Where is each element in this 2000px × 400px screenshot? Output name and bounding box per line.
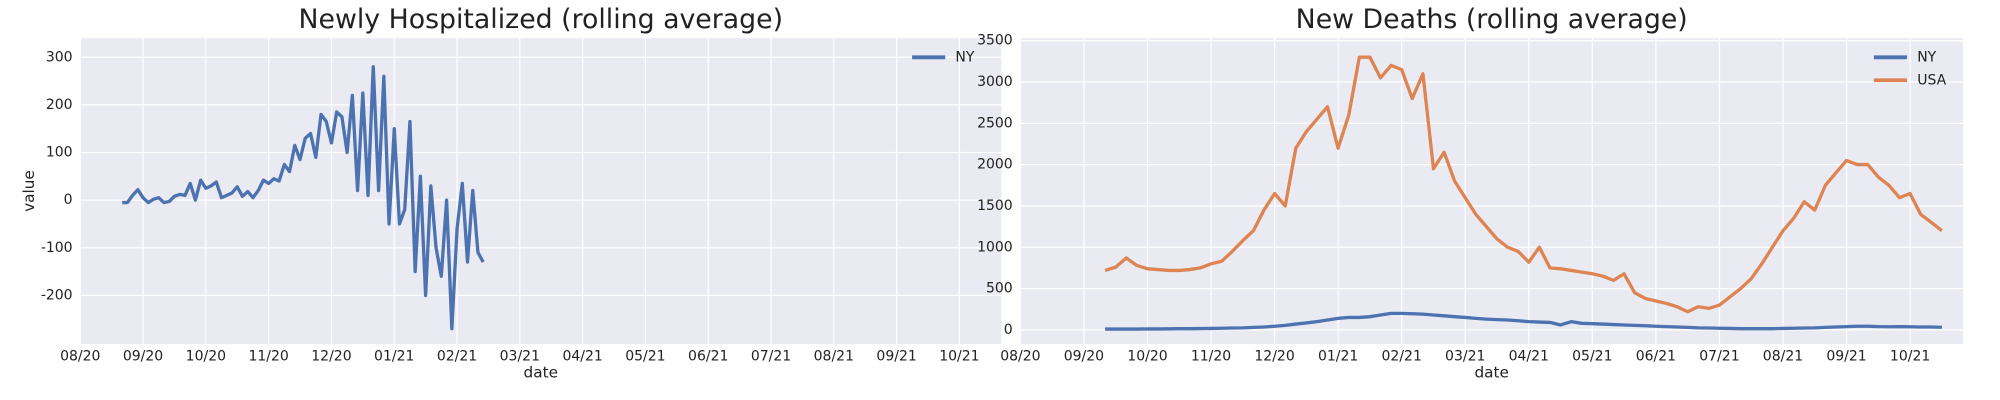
line-series <box>1104 55 1943 314</box>
x-tick-label: 03/21 <box>500 349 540 365</box>
y-tick-label: 3500 <box>977 33 1013 49</box>
x-tick-label: 01/21 <box>1318 349 1358 365</box>
x-tick-label: 09/21 <box>876 349 916 365</box>
x-tick-label: 09/20 <box>123 349 163 365</box>
x-tick-label: 06/21 <box>688 349 728 365</box>
x-axis-label: date <box>524 364 558 382</box>
x-tick-label: 08/21 <box>1763 349 1803 365</box>
x-tick-label: 08/21 <box>814 349 854 365</box>
x-tick-label: 03/21 <box>1445 349 1485 365</box>
x-axis-label: date <box>1475 364 1509 382</box>
legend-label: USA <box>1917 72 1946 88</box>
y-tick-label: -200 <box>41 287 73 303</box>
x-tick-label: 09/20 <box>1064 349 1104 365</box>
y-tick-label: 2500 <box>977 115 1013 131</box>
legend-label: NY <box>1917 49 1936 65</box>
chart-title: New Deaths (rolling average) <box>1296 4 1688 35</box>
x-tick-label: 10/21 <box>1890 349 1930 365</box>
x-tick-label: 10/20 <box>186 349 226 365</box>
y-tick-label: 300 <box>46 49 73 65</box>
y-axis-label: value <box>20 170 38 212</box>
y-tick-label: -100 <box>41 240 73 256</box>
x-tick-label: 10/21 <box>939 349 979 365</box>
x-tick-label: 10/20 <box>1127 349 1167 365</box>
y-tick-label: 1000 <box>977 239 1013 255</box>
x-tick-label: 02/21 <box>437 349 477 365</box>
y-tick-label: 200 <box>46 97 73 113</box>
y-tick-label: 2000 <box>977 157 1013 173</box>
subplot: 0 500 1000 1500 2000 2500 3000 3500 08/20 09/20 10… <box>977 4 1964 382</box>
x-tick-label: 01/21 <box>374 349 414 365</box>
x-tick-label: 12/20 <box>311 349 351 365</box>
x-tick-label: 08/20 <box>1000 349 1040 365</box>
x-tick-label: 05/21 <box>1572 349 1612 365</box>
y-tick-label: 100 <box>46 145 73 161</box>
x-tick-label: 11/20 <box>248 349 288 365</box>
plot-area <box>1020 38 1964 344</box>
x-tick-label: 05/21 <box>625 349 665 365</box>
x-tick-label: 06/21 <box>1636 349 1676 365</box>
y-tick-label: 3000 <box>977 74 1013 90</box>
subplot: -200 -100 0 100 200 300 08/20 09/20 10/20 11/20 12… <box>20 4 1002 382</box>
y-tick-label: 0 <box>1004 322 1013 338</box>
x-tick-label: 09/21 <box>1826 349 1866 365</box>
y-tick-label: 500 <box>986 281 1013 297</box>
x-tick-label: 07/21 <box>1699 349 1739 365</box>
line-series <box>122 65 485 331</box>
legend-label: NY <box>955 49 974 65</box>
x-tick-label: 02/21 <box>1382 349 1422 365</box>
chart-title: Newly Hospitalized (rolling average) <box>298 4 783 35</box>
x-tick-label: 11/20 <box>1191 349 1231 365</box>
x-tick-label: 08/20 <box>60 349 100 365</box>
y-tick-label: 0 <box>64 192 73 208</box>
y-tick-label: 1500 <box>977 198 1013 214</box>
x-tick-label: 07/21 <box>751 349 791 365</box>
x-tick-label: 04/21 <box>562 349 602 365</box>
x-tick-label: 04/21 <box>1509 349 1549 365</box>
line-series <box>1105 311 1942 331</box>
x-tick-label: 12/20 <box>1254 349 1294 365</box>
